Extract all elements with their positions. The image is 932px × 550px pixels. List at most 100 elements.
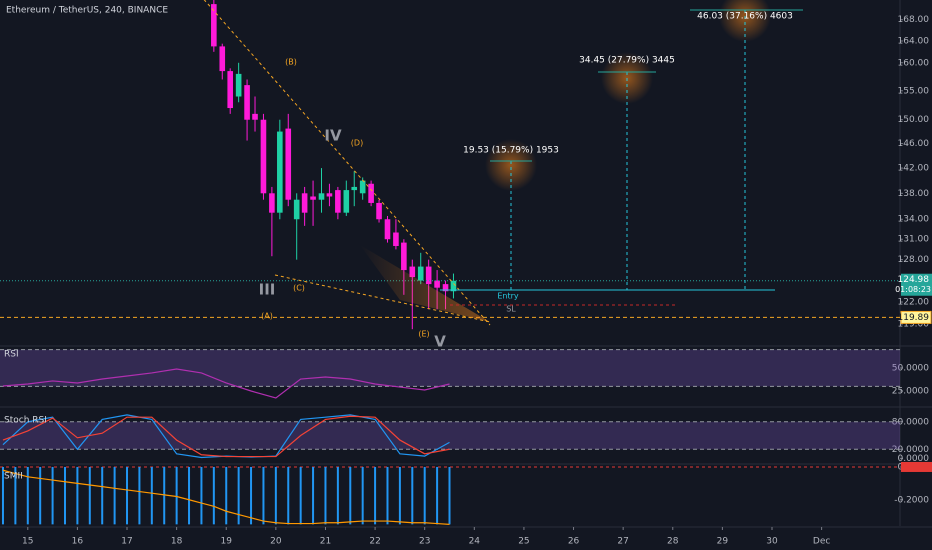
y-tick-label: 119.00 bbox=[898, 319, 930, 329]
candle-body bbox=[293, 199, 300, 220]
y-tick-label: 50.0000 bbox=[892, 363, 929, 373]
candle-body bbox=[384, 219, 391, 240]
y-tick-label: 131.00 bbox=[898, 235, 930, 245]
sl-label: SL bbox=[506, 305, 516, 314]
histogram-bar bbox=[237, 466, 240, 525]
pane-title: Stoch RSI bbox=[4, 416, 47, 426]
candle-body bbox=[409, 266, 416, 278]
price-box bbox=[900, 310, 932, 324]
histogram-bar bbox=[386, 466, 389, 525]
candle-body bbox=[285, 128, 292, 200]
y-tick-label: 25.0000 bbox=[892, 386, 929, 396]
histogram-bar bbox=[26, 466, 29, 525]
histogram-bar bbox=[349, 466, 352, 525]
countdown: 01:08:23 bbox=[895, 285, 931, 294]
candle-body bbox=[219, 46, 226, 72]
x-tick-label: 16 bbox=[72, 537, 84, 547]
histogram-bar bbox=[212, 466, 215, 525]
histogram-bar bbox=[324, 466, 327, 525]
pane-title: RSI bbox=[4, 350, 19, 360]
x-tick-label: 23 bbox=[419, 537, 430, 547]
histogram-bar bbox=[14, 466, 17, 525]
histogram-bar bbox=[63, 466, 66, 525]
target-label: 46.03 (37.16%) 4603 bbox=[697, 12, 793, 22]
histogram-bar bbox=[1, 466, 4, 525]
y-tick-label: 150.00 bbox=[898, 115, 930, 125]
histogram-bar bbox=[374, 466, 377, 525]
histogram-bar bbox=[138, 466, 141, 525]
candle-body bbox=[376, 202, 382, 220]
candle-body bbox=[326, 193, 333, 197]
wave-label: (E) bbox=[418, 330, 429, 339]
wave-label: (D) bbox=[351, 139, 363, 148]
price-label: 119.89 bbox=[898, 313, 930, 323]
target-label: 34.45 (27.79%) 3445 bbox=[579, 56, 675, 66]
candle-body bbox=[359, 180, 366, 194]
chart-title: Ethereum / TetherUS, 240, BINANCE bbox=[6, 6, 168, 16]
x-tick-label: 28 bbox=[667, 537, 679, 547]
line bbox=[2, 469, 450, 525]
wave-label: (B) bbox=[285, 58, 297, 67]
x-tick-label: 25 bbox=[518, 537, 529, 547]
histogram-bar bbox=[150, 466, 153, 525]
drawings: 19.53 (15.79%) 1953 34.45 (27.79%) 3445 … bbox=[203, 0, 803, 351]
x-tick-label: 21 bbox=[320, 537, 331, 547]
price-label: 124.98 bbox=[898, 275, 930, 285]
pane-title: SMII bbox=[4, 472, 23, 482]
histogram-bar bbox=[262, 466, 265, 525]
y-tick-label: 80.0000 bbox=[892, 417, 929, 427]
histogram-bar bbox=[448, 466, 451, 525]
x-tick-label: 18 bbox=[171, 537, 183, 547]
candle-body bbox=[343, 190, 350, 213]
candle-body bbox=[434, 280, 440, 288]
candle-body bbox=[450, 280, 457, 292]
histogram-bar bbox=[225, 466, 228, 525]
x-tick-label: 24 bbox=[469, 537, 481, 547]
x-tick-label: 22 bbox=[369, 537, 380, 547]
candle-body bbox=[211, 4, 217, 47]
histogram-bar bbox=[398, 466, 401, 525]
x-tick-label: 17 bbox=[121, 537, 132, 547]
candle-body bbox=[351, 186, 358, 191]
histogram-bar bbox=[76, 466, 79, 525]
y-tick-label: 0.0000 bbox=[898, 454, 930, 464]
y-tick-label: 155.00 bbox=[898, 86, 930, 96]
candle-body bbox=[335, 190, 341, 213]
histogram-bar bbox=[436, 466, 439, 525]
candle-body bbox=[318, 193, 325, 200]
histogram-bar bbox=[361, 466, 364, 525]
histogram-bar bbox=[336, 466, 339, 525]
histogram-bar bbox=[101, 466, 104, 525]
histogram-bar bbox=[312, 466, 315, 525]
target-glow bbox=[485, 139, 537, 191]
candle-body bbox=[260, 119, 267, 194]
x-tick-label: 27 bbox=[617, 537, 628, 547]
candle-body bbox=[442, 284, 449, 292]
y-tick-label: 122.00 bbox=[898, 298, 930, 308]
y-tick-label: 164.00 bbox=[898, 36, 930, 46]
line bbox=[2, 368, 450, 399]
wave-label: (C) bbox=[293, 284, 305, 293]
x-tick-label: 29 bbox=[717, 537, 729, 547]
candle-body bbox=[368, 183, 374, 203]
price-box bbox=[901, 461, 932, 472]
x-tick-label: 30 bbox=[766, 537, 778, 547]
y-tick-label: 160.00 bbox=[898, 58, 930, 68]
y-tick-label: 146.00 bbox=[898, 139, 930, 149]
histogram-bar bbox=[299, 466, 302, 525]
lower-trendline bbox=[274, 274, 491, 323]
y-tick-label: 138.00 bbox=[898, 189, 930, 199]
histogram-bar bbox=[250, 466, 253, 525]
wedge-fill bbox=[360, 245, 490, 322]
histogram-bar bbox=[88, 466, 91, 525]
x-tick-label: Dec bbox=[813, 537, 830, 547]
histogram-bar bbox=[175, 466, 178, 525]
x-tick-label: 15 bbox=[22, 537, 33, 547]
x-tick-label: 19 bbox=[221, 537, 233, 547]
candle-body bbox=[252, 113, 258, 120]
histogram-bar bbox=[287, 466, 290, 525]
candle-body bbox=[310, 196, 316, 200]
